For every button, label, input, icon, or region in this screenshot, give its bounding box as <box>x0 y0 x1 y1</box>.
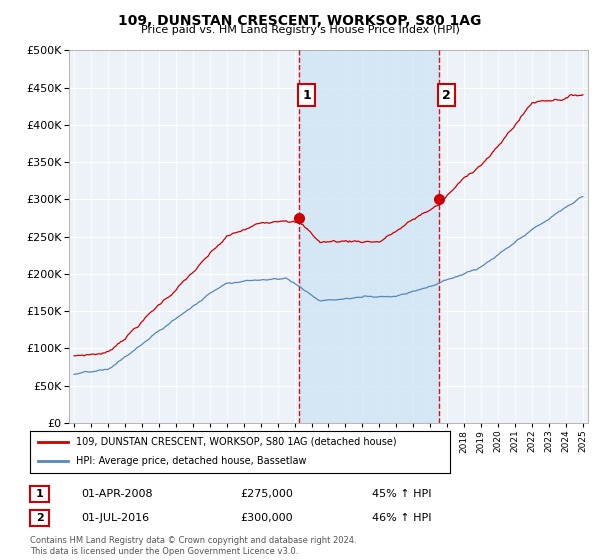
Text: 2: 2 <box>36 513 43 523</box>
Text: 109, DUNSTAN CRESCENT, WORKSOP, S80 1AG: 109, DUNSTAN CRESCENT, WORKSOP, S80 1AG <box>118 14 482 28</box>
Text: 109, DUNSTAN CRESCENT, WORKSOP, S80 1AG (detached house): 109, DUNSTAN CRESCENT, WORKSOP, S80 1AG … <box>76 437 397 447</box>
Text: Contains HM Land Registry data © Crown copyright and database right 2024.
This d: Contains HM Land Registry data © Crown c… <box>30 536 356 556</box>
Text: £275,000: £275,000 <box>240 489 293 499</box>
Text: 45% ↑ HPI: 45% ↑ HPI <box>372 489 431 499</box>
Text: 1: 1 <box>36 489 43 499</box>
Text: Price paid vs. HM Land Registry's House Price Index (HPI): Price paid vs. HM Land Registry's House … <box>140 25 460 35</box>
Text: 01-APR-2008: 01-APR-2008 <box>81 489 152 499</box>
Bar <box>299 50 439 423</box>
Text: 2: 2 <box>442 88 451 101</box>
Text: 46% ↑ HPI: 46% ↑ HPI <box>372 513 431 523</box>
Text: HPI: Average price, detached house, Bassetlaw: HPI: Average price, detached house, Bass… <box>76 456 307 466</box>
Text: 1: 1 <box>302 88 311 101</box>
Text: £300,000: £300,000 <box>240 513 293 523</box>
Text: 01-JUL-2016: 01-JUL-2016 <box>81 513 149 523</box>
